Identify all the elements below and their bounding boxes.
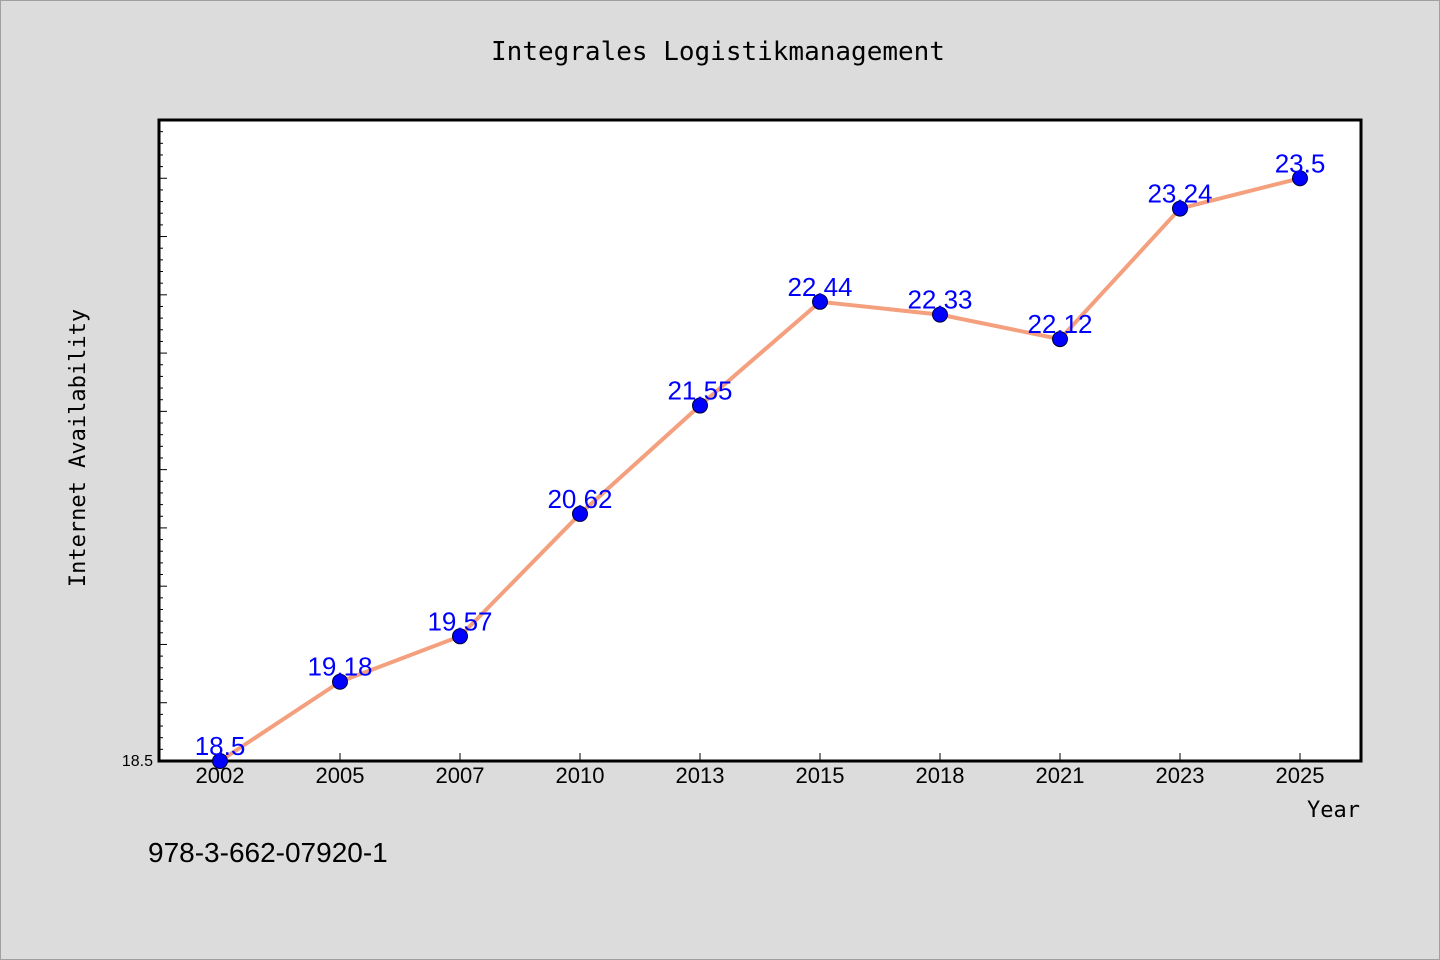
data-label: 22.44 xyxy=(787,272,852,302)
data-point xyxy=(572,505,588,522)
x-tick-label: 2007 xyxy=(436,763,485,788)
data-point xyxy=(932,306,948,323)
data-labels-layer: 18.5 19.18 19.57 20.62 21.55 22.44 22.33 22.12 2… xyxy=(195,148,1326,761)
data-label: 18.5 xyxy=(195,731,246,761)
data-label: 22.33 xyxy=(907,285,972,315)
data-label: 21.55 xyxy=(667,376,732,406)
data-point xyxy=(1292,170,1308,187)
series-line xyxy=(218,176,1301,763)
x-tick-label: 2025 xyxy=(1276,763,1325,788)
series-layer xyxy=(212,170,1308,769)
data-label: 19.57 xyxy=(427,606,492,636)
x-tick-label: 2018 xyxy=(916,763,965,788)
data-label: 22.12 xyxy=(1027,309,1092,339)
isbn-text: 978-3-662-07920-1 xyxy=(148,837,388,868)
data-point xyxy=(812,293,828,310)
data-point xyxy=(452,628,468,645)
data-label: 23.24 xyxy=(1147,179,1212,209)
data-label: 20.62 xyxy=(547,484,612,514)
y-axis-label: Internet Availability xyxy=(66,309,91,587)
data-label: 19.18 xyxy=(307,652,372,682)
x-tick-label: 2023 xyxy=(1156,763,1205,788)
x-tick-label: 2021 xyxy=(1036,763,1085,788)
x-tick-label: 2013 xyxy=(676,763,725,788)
x-tick-label: 2010 xyxy=(556,763,605,788)
data-label: 23.5 xyxy=(1275,148,1326,178)
x-axis-label: Year xyxy=(1307,798,1360,823)
data-point xyxy=(692,397,708,414)
data-point xyxy=(332,673,348,690)
data-point xyxy=(212,753,228,769)
chart-title: Integrales Logistikmanagement xyxy=(491,37,945,67)
x-tick-label: 2015 xyxy=(796,763,845,788)
y-axis-ticks: 18.5 xyxy=(122,131,167,770)
y-tick-label: 18.5 xyxy=(122,753,153,770)
data-point xyxy=(1052,331,1068,348)
data-point xyxy=(1172,200,1188,217)
x-tick-label: 2005 xyxy=(316,763,365,788)
x-axis-ticks: 2002 2005 2007 2010 2013 2015 2018 2021 2023 2025 xyxy=(196,753,1325,788)
